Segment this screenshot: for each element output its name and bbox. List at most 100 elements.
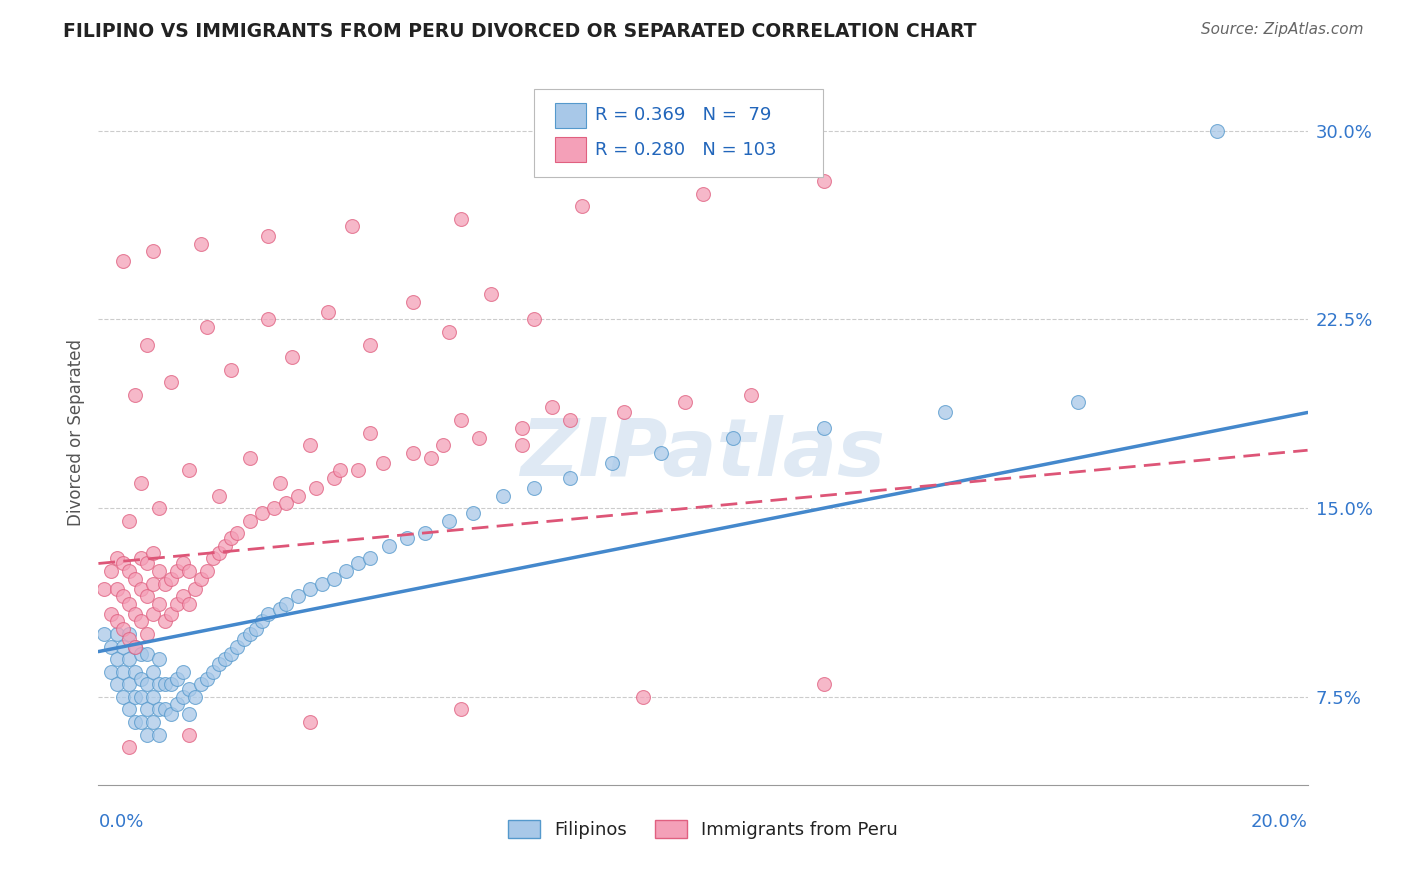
Point — [118, 597, 141, 611]
Point — [360, 425, 382, 440]
Point — [371, 456, 394, 470]
Point — [129, 673, 152, 687]
Point — [311, 576, 333, 591]
Point — [179, 728, 201, 742]
Point — [287, 489, 309, 503]
Point — [195, 564, 218, 578]
Point — [208, 546, 231, 560]
Point — [184, 582, 207, 596]
Point — [250, 615, 273, 629]
Point — [153, 677, 176, 691]
Point — [124, 640, 146, 654]
Point — [269, 602, 291, 616]
Point — [450, 211, 472, 226]
Point — [813, 677, 835, 691]
Point — [299, 582, 322, 596]
Point — [100, 607, 122, 621]
Point — [118, 702, 141, 716]
Text: 20.0%: 20.0% — [1251, 814, 1308, 831]
Text: 0.0%: 0.0% — [98, 814, 143, 831]
Point — [111, 690, 134, 704]
Point — [111, 254, 134, 268]
Point — [118, 514, 141, 528]
Point — [172, 557, 194, 571]
Point — [360, 551, 382, 566]
Point — [395, 531, 418, 545]
Point — [105, 582, 128, 596]
Point — [245, 622, 267, 636]
Point — [195, 673, 218, 687]
Point — [135, 677, 157, 691]
Point — [813, 174, 835, 188]
Point — [347, 463, 370, 477]
Point — [166, 698, 188, 712]
Point — [124, 607, 146, 621]
Point — [166, 597, 188, 611]
Point — [226, 526, 249, 541]
Point — [740, 388, 762, 402]
Point — [105, 615, 128, 629]
Point — [118, 564, 141, 578]
Point — [111, 589, 134, 603]
Point — [402, 446, 425, 460]
Point — [166, 673, 188, 687]
Point — [450, 413, 472, 427]
Point — [142, 714, 165, 729]
Point — [190, 236, 212, 251]
Point — [263, 501, 285, 516]
Point — [274, 597, 297, 611]
Point — [221, 647, 243, 661]
Point — [558, 413, 581, 427]
Text: FILIPINO VS IMMIGRANTS FROM PERU DIVORCED OR SEPARATED CORRELATION CHART: FILIPINO VS IMMIGRANTS FROM PERU DIVORCE… — [63, 22, 977, 41]
Point — [124, 690, 146, 704]
Point — [305, 481, 328, 495]
Point — [934, 405, 956, 419]
Point — [281, 350, 304, 364]
Point — [100, 564, 122, 578]
Point — [124, 640, 146, 654]
Point — [129, 647, 152, 661]
Point — [179, 707, 201, 722]
Point — [256, 229, 278, 244]
Point — [813, 420, 835, 434]
Point — [148, 652, 170, 666]
Point — [148, 677, 170, 691]
Point — [129, 551, 152, 566]
Point — [287, 589, 309, 603]
Point — [166, 564, 188, 578]
Point — [450, 702, 472, 716]
Point — [160, 607, 183, 621]
Point — [111, 557, 134, 571]
Point — [437, 514, 460, 528]
Point — [105, 627, 128, 641]
Point — [160, 376, 183, 390]
Point — [208, 657, 231, 672]
Point — [105, 551, 128, 566]
Point — [316, 305, 339, 319]
Point — [437, 325, 460, 339]
Point — [226, 640, 249, 654]
Point — [135, 702, 157, 716]
Point — [221, 531, 243, 545]
Point — [129, 582, 152, 596]
Text: Source: ZipAtlas.com: Source: ZipAtlas.com — [1201, 22, 1364, 37]
Point — [179, 463, 201, 477]
Point — [135, 337, 157, 351]
Text: ZIPatlas: ZIPatlas — [520, 415, 886, 492]
Point — [540, 401, 562, 415]
Point — [148, 728, 170, 742]
Point — [214, 652, 236, 666]
Point — [111, 622, 134, 636]
Point — [124, 572, 146, 586]
Point — [342, 219, 364, 234]
Point — [602, 456, 624, 470]
Point — [214, 539, 236, 553]
Point — [118, 652, 141, 666]
Point — [179, 597, 201, 611]
Point — [232, 632, 254, 646]
Point — [256, 312, 278, 326]
Point — [1206, 123, 1229, 137]
Point — [129, 475, 152, 490]
Point — [420, 450, 443, 465]
Point — [153, 615, 176, 629]
